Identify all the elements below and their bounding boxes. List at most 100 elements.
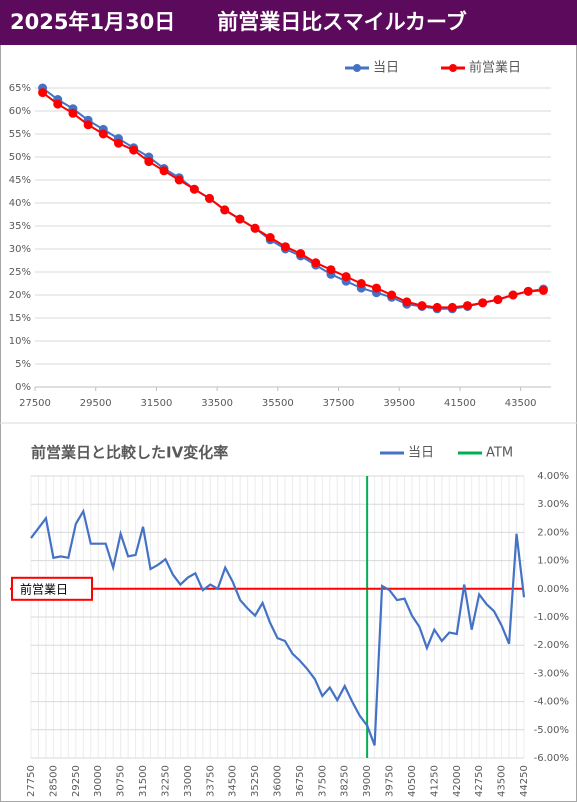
point xyxy=(356,279,366,288)
x-tick-label: 37500 xyxy=(323,398,355,409)
point xyxy=(235,214,245,224)
point xyxy=(38,88,48,98)
point xyxy=(68,108,78,118)
x-tick-label: 30000 xyxy=(93,765,104,797)
point xyxy=(326,265,336,275)
point xyxy=(463,301,473,311)
point xyxy=(296,249,306,259)
y-tick-label: 0.00% xyxy=(537,584,569,595)
y-tick-label: 40% xyxy=(9,198,31,209)
header-band xyxy=(0,0,577,45)
x-tick-label: 37500 xyxy=(317,765,328,797)
y-tick-label: -2.00% xyxy=(534,640,569,651)
y-tick-label: 4.00% xyxy=(537,471,569,482)
y-tick-label: 15% xyxy=(9,313,31,324)
point xyxy=(432,302,442,312)
series-line xyxy=(41,91,544,309)
chart-1: 0% 5% 10% 15% 20% 25% 30% 35% 40% 45% 50% 55% 60% 65%… xyxy=(9,60,551,409)
point xyxy=(98,129,108,139)
point xyxy=(447,302,457,312)
y-tick-label: 45% xyxy=(9,175,31,186)
y-tick-label: 65% xyxy=(9,83,31,94)
point xyxy=(159,166,169,176)
x-tick-label: 33750 xyxy=(205,765,216,797)
x-tick-label: 39000 xyxy=(362,765,373,797)
y-tick-label: 55% xyxy=(9,129,31,140)
x-tick-label: 33500 xyxy=(201,398,233,409)
legend-label: 当日 xyxy=(408,446,434,461)
point xyxy=(311,258,321,268)
y-tick-label: 2.00% xyxy=(537,527,569,538)
point xyxy=(523,286,533,296)
y-tick-label: 1.00% xyxy=(537,556,569,567)
point xyxy=(387,290,397,300)
y-tick-label: 0% xyxy=(15,382,31,393)
y-tick-label: 3.00% xyxy=(537,499,569,510)
y-tick-label: -5.00% xyxy=(534,725,569,736)
x-tick-label: 29250 xyxy=(71,765,82,797)
x-tick-label: 31500 xyxy=(138,765,149,797)
point xyxy=(538,285,548,295)
point xyxy=(402,297,412,307)
x-tick-label: 39750 xyxy=(385,765,396,797)
point xyxy=(508,290,518,300)
header-title: 2025年1月30日 前営業日比スマイルカーブ xyxy=(10,10,467,34)
chart-title: 前営業日と比較したIV変化率 xyxy=(31,444,228,462)
y-tick-label: -3.00% xyxy=(534,668,569,679)
legend-label: ATM xyxy=(486,446,513,461)
y-tick-label: 50% xyxy=(9,152,31,163)
x-tick-label: 34500 xyxy=(228,765,239,797)
x-tick-label: 32250 xyxy=(160,765,171,797)
point xyxy=(493,295,503,305)
x-tick-label: 31500 xyxy=(141,398,173,409)
x-tick-label: 40500 xyxy=(407,765,418,797)
y-tick-label: 10% xyxy=(9,336,31,347)
series-line xyxy=(41,87,544,310)
x-tick-label: 36000 xyxy=(273,765,284,797)
x-tick-label: 36750 xyxy=(295,765,306,797)
series-line xyxy=(30,508,526,746)
point xyxy=(53,99,63,109)
x-tick-label: 35250 xyxy=(250,765,261,797)
point xyxy=(250,223,260,233)
point xyxy=(280,242,290,252)
x-tick-label: 44250 xyxy=(519,765,530,797)
x-tick-label: 27750 xyxy=(26,765,37,797)
point xyxy=(113,138,123,148)
x-tick-label: 39500 xyxy=(383,398,415,409)
y-tick-label: 5% xyxy=(15,359,31,370)
point xyxy=(265,233,275,242)
x-tick-label: 28500 xyxy=(48,765,59,797)
legend-marker xyxy=(353,64,361,72)
x-tick-label: 38250 xyxy=(340,765,351,797)
y-tick-label: -1.00% xyxy=(534,612,569,623)
x-tick-label: 42000 xyxy=(452,765,463,797)
reference-label-box xyxy=(11,576,93,601)
x-tick-label: 33000 xyxy=(183,765,194,797)
point xyxy=(129,145,139,155)
point xyxy=(83,120,93,130)
point xyxy=(220,205,230,215)
point xyxy=(144,157,154,167)
chart-2: 27750 28500 29250 30000 30750 31500 32250 33000… xyxy=(10,444,569,797)
x-tick-label: 42750 xyxy=(474,765,485,797)
y-tick-label: 20% xyxy=(9,290,31,301)
point xyxy=(371,283,381,293)
point xyxy=(189,184,199,194)
legend-marker xyxy=(449,64,457,72)
x-tick-label: 43500 xyxy=(497,765,508,797)
reference-label: 前営業日 xyxy=(20,581,68,596)
point xyxy=(417,301,427,311)
y-tick-label: -4.00% xyxy=(534,697,569,708)
x-tick-label: 29500 xyxy=(80,398,112,409)
legend-label: 前営業日 xyxy=(469,60,521,76)
x-tick-label: 30750 xyxy=(116,765,127,797)
y-tick-label: -6.00% xyxy=(534,753,569,764)
legend-label: 当日 xyxy=(373,61,399,76)
x-tick-label: 27500 xyxy=(19,398,51,409)
y-tick-label: 35% xyxy=(9,221,31,232)
point xyxy=(205,193,215,203)
x-tick-label: 43500 xyxy=(505,398,537,409)
